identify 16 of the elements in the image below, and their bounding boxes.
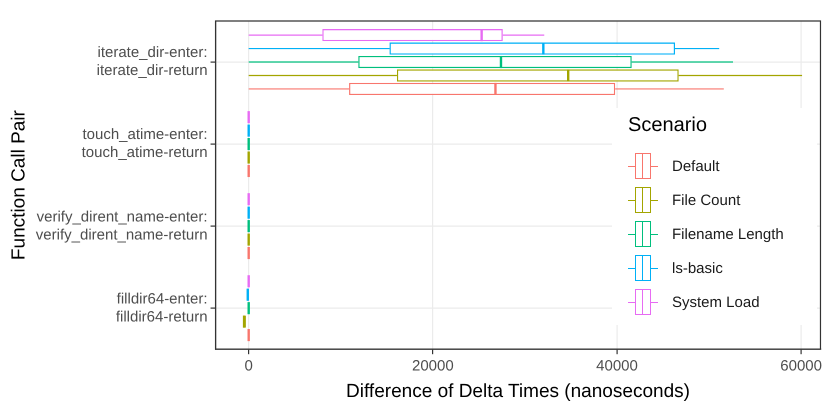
y-tick-label: filldir64-enter: filldir64-return — [116, 290, 208, 326]
y-tick-label: iterate_dir-enter: iterate_dir-return — [96, 44, 208, 80]
x-tick-label: 60000 — [780, 357, 822, 374]
y-tick-label: verify_dirent_name-enter: verify_dirent_name-return — [36, 208, 208, 244]
y-tick-label: touch_atime-enter: touch_atime-return — [82, 126, 208, 162]
x-tick-label: 0 — [244, 357, 253, 374]
x-tick-label: 40000 — [596, 357, 638, 374]
legend-label: Default — [672, 158, 720, 174]
legend-label: System Load — [672, 294, 760, 310]
x-axis-title: Difference of Delta Times (nanoseconds) — [346, 380, 690, 402]
legend-label: Filename Length — [672, 226, 784, 242]
legend-label: ls-basic — [672, 260, 723, 276]
y-axis-title: Function Call Pair — [8, 109, 30, 260]
x-tick-label: 20000 — [412, 357, 454, 374]
legend-label: File Count — [672, 192, 740, 208]
legend-title: Scenario — [628, 114, 708, 137]
